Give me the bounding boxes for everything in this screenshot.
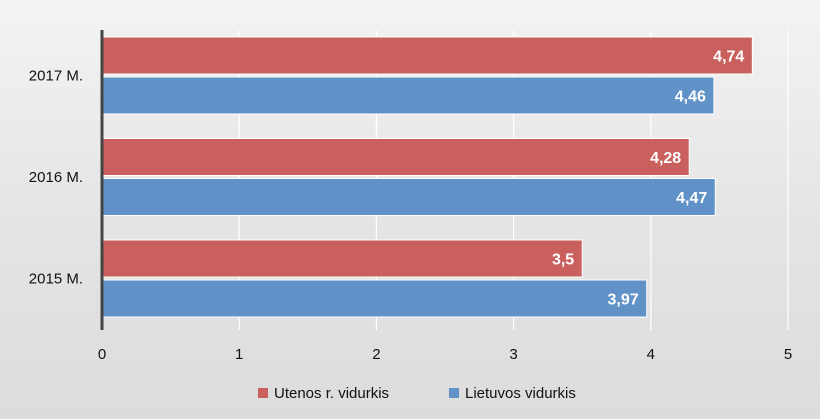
x-tick-label: 5 (784, 346, 792, 363)
bar (101, 178, 716, 216)
labels: 0 1 2 3 4 5 4,74 4,46 2017 M. 4,28 4,47 2016 M. 3,5 3… (29, 49, 792, 364)
data-label: 3,5 (552, 252, 574, 269)
legend: Utenos r. vidurkis Lietuvos vidurkis (258, 385, 576, 402)
legend-swatch (449, 388, 459, 398)
bar (101, 36, 753, 75)
category-label: 2015 M. (29, 271, 83, 288)
bar (101, 279, 648, 318)
x-tick-label: 3 (509, 346, 517, 363)
bar (101, 76, 715, 115)
legend-swatch (258, 388, 268, 398)
data-label: 4,46 (675, 89, 706, 106)
data-label: 4,47 (676, 190, 707, 207)
x-tick-label: 1 (235, 346, 243, 363)
legend-label: Utenos r. vidurkis (274, 385, 389, 402)
legend-label: Lietuvos vidurkis (465, 385, 576, 402)
bar (101, 138, 690, 176)
bar (101, 239, 583, 278)
bars (101, 36, 753, 318)
x-tick-label: 0 (98, 346, 106, 363)
category-label: 2016 M. (29, 169, 83, 186)
data-label: 3,97 (608, 292, 639, 309)
data-label: 4,28 (650, 150, 681, 167)
x-tick-label: 2 (372, 346, 380, 363)
x-tick-label: 4 (647, 346, 655, 363)
category-label: 2017 M. (29, 68, 83, 85)
data-label: 4,74 (713, 49, 744, 66)
